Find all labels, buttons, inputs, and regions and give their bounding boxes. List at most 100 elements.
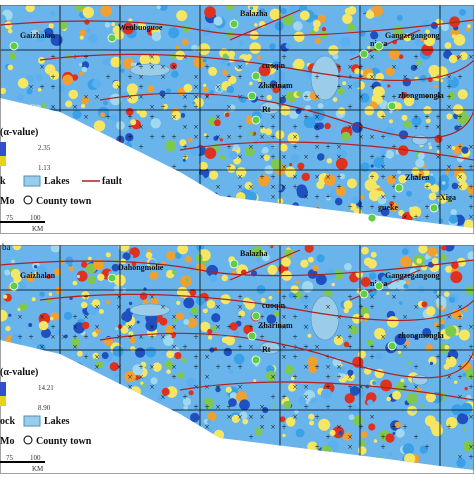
rock-symbol: + [413, 362, 418, 372]
anomaly-blob [141, 175, 150, 185]
anomaly-blob [293, 31, 305, 43]
rock-symbol: × [127, 442, 132, 452]
rock-symbol: + [358, 422, 363, 432]
anomaly-blob [279, 416, 286, 423]
anomaly-blob [457, 112, 470, 125]
anomaly-blob [109, 200, 115, 206]
anomaly-blob [68, 262, 73, 267]
rock-symbol: + [237, 312, 242, 322]
legend-low: 8.90 [38, 404, 51, 412]
anomaly-blob [398, 354, 402, 358]
anomaly-blob [269, 452, 280, 463]
anomaly-blob [51, 370, 56, 375]
rock-symbol: × [380, 192, 385, 202]
anomaly-blob [411, 116, 422, 127]
anomaly-blob [76, 396, 82, 403]
anomaly-blob [245, 191, 257, 203]
anomaly-blob [122, 184, 129, 191]
anomaly-blob [54, 268, 62, 276]
rock-symbol: × [105, 162, 110, 172]
rock-symbol: + [72, 332, 77, 342]
anomaly-blob [141, 218, 151, 228]
anomaly-blob [152, 436, 164, 447]
rock-symbol: × [446, 312, 451, 322]
rock-symbol: × [446, 142, 451, 152]
anomaly-blob [389, 119, 393, 124]
anomaly-blob [388, 48, 400, 60]
rock-symbol: × [259, 442, 264, 452]
anomaly-blob [159, 5, 168, 11]
anomaly-blob [300, 259, 309, 268]
anomaly-blob [324, 122, 331, 130]
anomaly-blob [120, 68, 125, 73]
rock-symbol: + [270, 392, 275, 402]
anomaly-blob [302, 90, 313, 102]
anomaly-blob [209, 90, 214, 95]
anomaly-blob [314, 38, 321, 45]
rock-symbol: × [94, 392, 99, 402]
rock-symbol: + [127, 332, 132, 342]
rock-symbol: × [116, 82, 121, 92]
anomaly-blob [249, 42, 261, 54]
rock-symbol: + [281, 422, 286, 432]
rock-symbol: × [215, 112, 220, 122]
legend-mo: Mo [0, 436, 14, 447]
rock-symbol: × [347, 432, 352, 442]
anomaly-blob [444, 291, 450, 298]
anomaly-blob [334, 459, 339, 464]
anomaly-blob [239, 41, 244, 46]
anomaly-blob [258, 174, 270, 187]
anomaly-blob [173, 318, 178, 323]
anomaly-blob [184, 181, 190, 187]
rock-symbol: + [402, 422, 407, 432]
anomaly-blob [79, 71, 84, 76]
anomaly-blob [124, 370, 136, 383]
town-marker [229, 259, 239, 269]
rock-symbol: × [127, 92, 132, 102]
anomaly-blob [43, 223, 54, 228]
rock-symbol: + [259, 92, 264, 102]
anomaly-blob [331, 282, 336, 287]
rock-symbol: × [94, 322, 99, 332]
rock-symbol: + [171, 172, 176, 182]
anomaly-blob [303, 116, 316, 129]
anomaly-blob [16, 408, 20, 412]
rock-symbol: + [347, 332, 352, 342]
rock-symbol: × [116, 442, 121, 452]
rock-symbol: + [127, 132, 132, 142]
anomaly-blob [227, 212, 232, 216]
rock-symbol: × [105, 142, 110, 152]
anomaly-blob [296, 280, 300, 285]
rock-symbol: × [468, 142, 473, 152]
anomaly-blob [386, 291, 390, 296]
anomaly-blob [254, 427, 263, 436]
rock-symbol: + [446, 82, 451, 92]
rock-symbol: × [226, 412, 231, 422]
rock-symbol: + [105, 392, 110, 402]
anomaly-blob [206, 264, 219, 277]
anomaly-blob [145, 346, 157, 358]
rock-symbol: + [292, 352, 297, 362]
rock-symbol: × [61, 332, 66, 342]
anomaly-blob [214, 216, 226, 228]
anomaly-blob [19, 345, 27, 353]
rock-symbol: + [314, 192, 319, 202]
rock-symbol: + [204, 62, 209, 72]
town-marker [374, 281, 384, 291]
anomaly-blob [276, 98, 280, 102]
anomaly-blob [118, 245, 130, 252]
rock-symbol: × [270, 112, 275, 122]
anomaly-blob [239, 411, 248, 420]
anomaly-blob [125, 404, 135, 414]
anomaly-blob [165, 325, 175, 335]
anomaly-blob [309, 420, 315, 426]
rock-symbol: × [193, 122, 198, 132]
anomaly-blob [400, 378, 405, 383]
rock-symbol: + [292, 312, 297, 322]
anomaly-blob [360, 431, 368, 439]
anomaly-blob [425, 344, 433, 352]
rock-symbol: + [281, 202, 286, 212]
anomaly-blob [317, 14, 326, 23]
anomaly-blob [58, 159, 69, 169]
anomaly-blob [126, 83, 138, 95]
